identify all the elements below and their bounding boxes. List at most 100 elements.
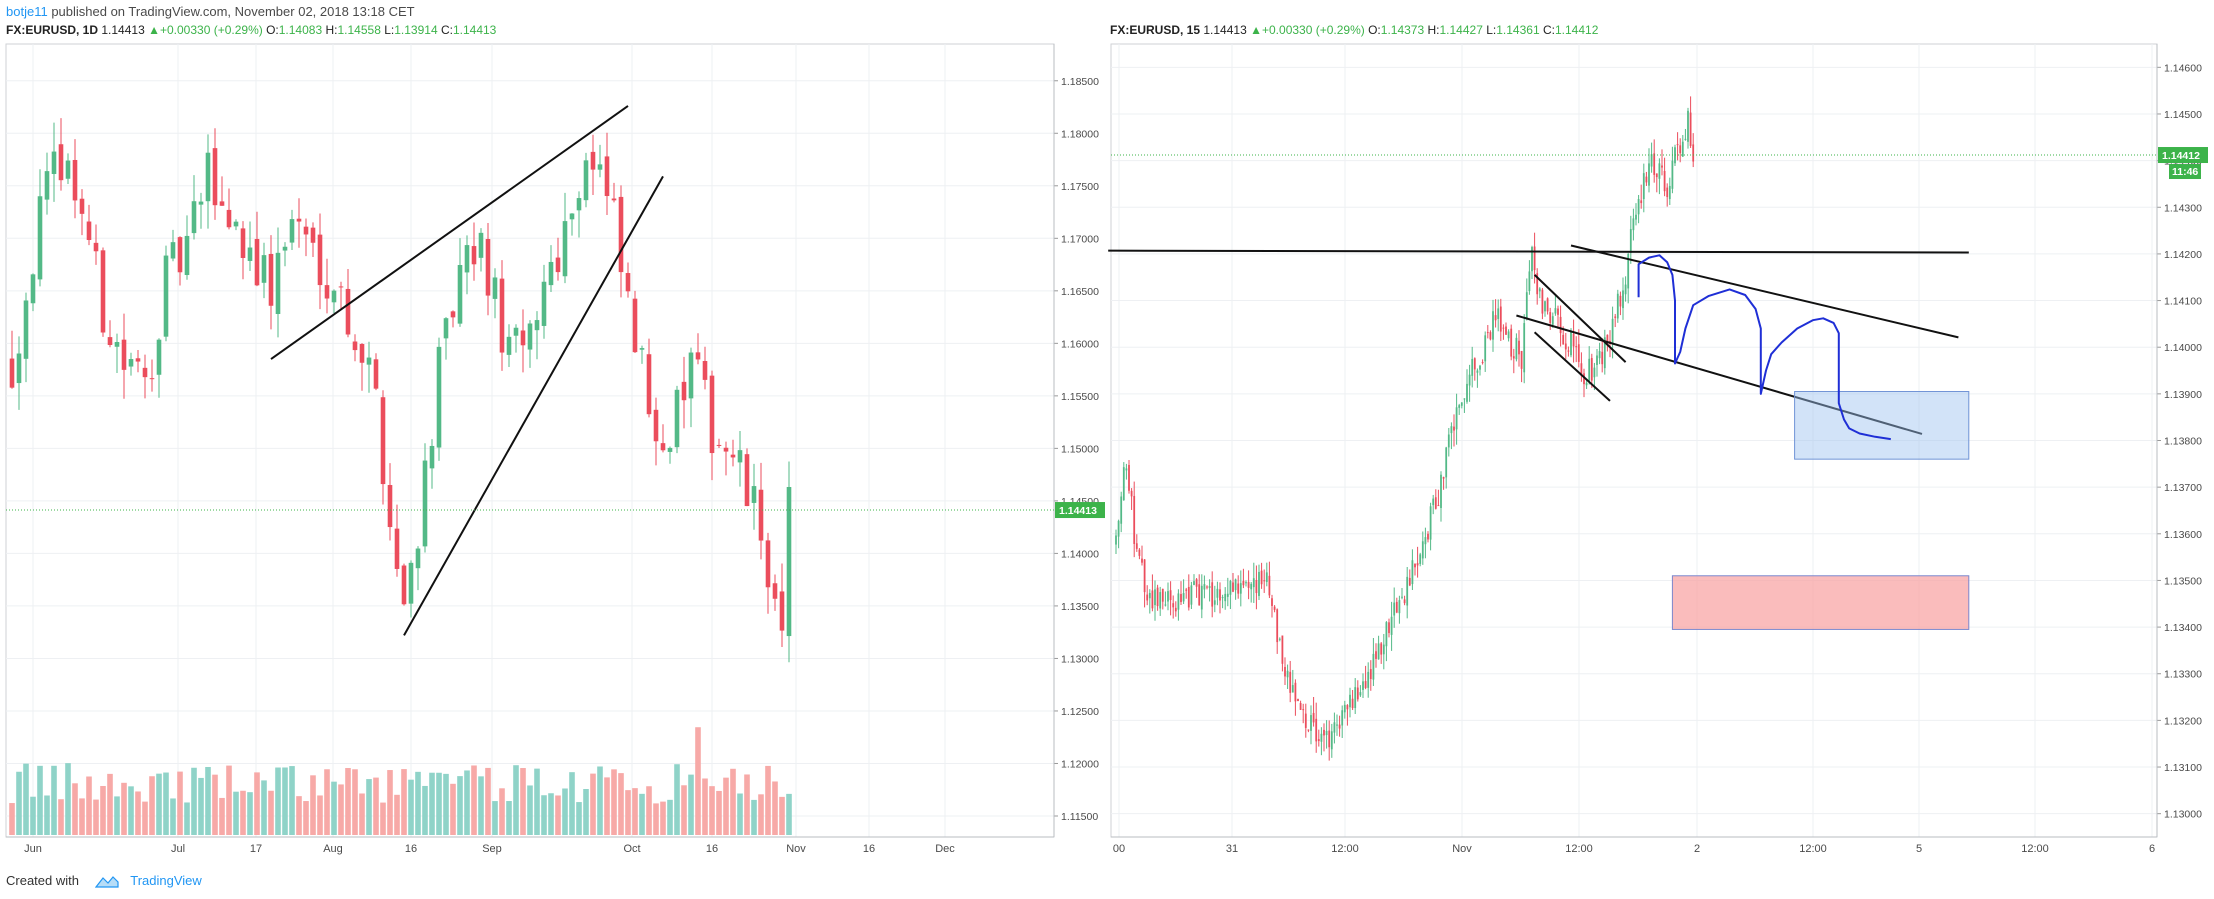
volume-bar [443,773,449,835]
volume-bar [625,790,631,835]
volume-bar [338,784,344,835]
y-tick-label: 1.14500 [2164,109,2202,121]
candle-body [268,253,274,306]
candle-body [1442,477,1445,479]
candle-body [1421,541,1424,559]
candle-body [1538,288,1541,292]
candle-body [1505,326,1507,335]
volume-bar [198,777,204,835]
candle-body [1460,402,1463,406]
candle-body [1403,599,1406,604]
candle-body [1499,306,1502,332]
candle-body [1640,200,1643,204]
candle-body [1533,246,1536,271]
candle-body [1489,332,1492,340]
candle-body [1437,505,1440,507]
candle-body [1193,581,1195,585]
volume-bar [65,763,71,835]
candle-body [1219,589,1221,601]
candle-body [1260,570,1263,585]
tradingview-brand-link[interactable]: TradingView [130,873,202,888]
candle-body [1596,355,1598,365]
tradingview-logo-icon [94,875,119,888]
target-zone-red [1671,575,1970,630]
candle-body [1286,670,1289,678]
candle-body [562,221,568,277]
candle-body [527,323,533,350]
candle-body [1328,730,1331,748]
candle-body [1367,671,1370,688]
current-price-badge [1055,502,1105,519]
published-text: published on TradingView.com, November 0… [51,4,415,19]
right-symbol: FX:EURUSD, 15 [1110,23,1201,37]
x-tick-label: 16 [706,843,718,855]
candle-body [352,341,358,351]
candle-body [1588,358,1591,381]
trend-line [1533,274,1627,363]
candle-body [632,298,638,353]
candle-body [1320,733,1323,742]
candle-body [1655,173,1658,178]
volume-bar [527,785,533,835]
candle-body [1291,685,1294,693]
x-tick-label: 16 [863,843,875,855]
volume-bar [296,796,302,835]
candle-body [1195,579,1198,587]
candle-body [1120,496,1123,524]
candle-body [1629,229,1632,253]
candle-body [401,565,407,605]
candle-body [23,300,29,359]
candle-body [1473,358,1476,370]
candle-body [1203,584,1206,590]
right-chart-15m[interactable]: 1.146001.145001.144001.143001.142001.141… [1108,43,2208,855]
candle-body [555,257,561,273]
candle-body [1143,559,1146,593]
candle-body [1343,704,1346,713]
candle-body [1416,563,1419,566]
candle-body [1200,585,1203,610]
y-tick-label: 1.11500 [1061,811,1098,823]
volume-bar [653,803,659,835]
x-tick-label: 12:00 [1799,843,1827,855]
candle-body [1619,295,1622,307]
candle-body [1577,344,1580,362]
candle-body [758,489,764,541]
candle-body [604,156,610,197]
candle-body [1622,290,1624,309]
candle-body [1429,506,1432,540]
x-tick-label: Sep [482,843,502,855]
candle-body [1229,581,1232,595]
volume-bar [415,771,421,835]
candle-body [1208,585,1211,589]
candle-body [345,288,351,335]
candle-body [1169,590,1172,601]
volume-bar [758,794,764,835]
left-last: 1.14413 [101,23,145,37]
candle-body [485,239,491,296]
candle-body [1159,592,1162,609]
candle-body [142,367,148,378]
y-tick-label: 1.18500 [1061,76,1099,88]
candle-body [1676,144,1679,146]
volume-bar [492,801,498,835]
candle-body [660,443,666,451]
volume-bar [72,783,78,835]
current-price-label: 1.14412 [2162,150,2200,162]
trend-line [1570,244,1959,339]
author-link[interactable]: botje11 [6,4,48,19]
volume-bar [709,786,715,835]
candle-body [464,245,470,273]
candle-body [765,540,771,588]
y-tick-label: 1.13200 [2164,715,2202,727]
left-chart-daily[interactable]: 1.18500 1.18000 1.17500 1.17000 1.16500 1.160… [5,43,1105,855]
trend-line [1108,249,1969,254]
volume-bar [212,774,218,835]
volume-bar [107,773,113,835]
volume-bar [37,765,43,835]
candle-body [1536,273,1539,295]
candle-body [1273,606,1276,610]
candle-body [1224,593,1227,602]
volume-bar [394,794,400,835]
candle-body [1138,549,1141,556]
